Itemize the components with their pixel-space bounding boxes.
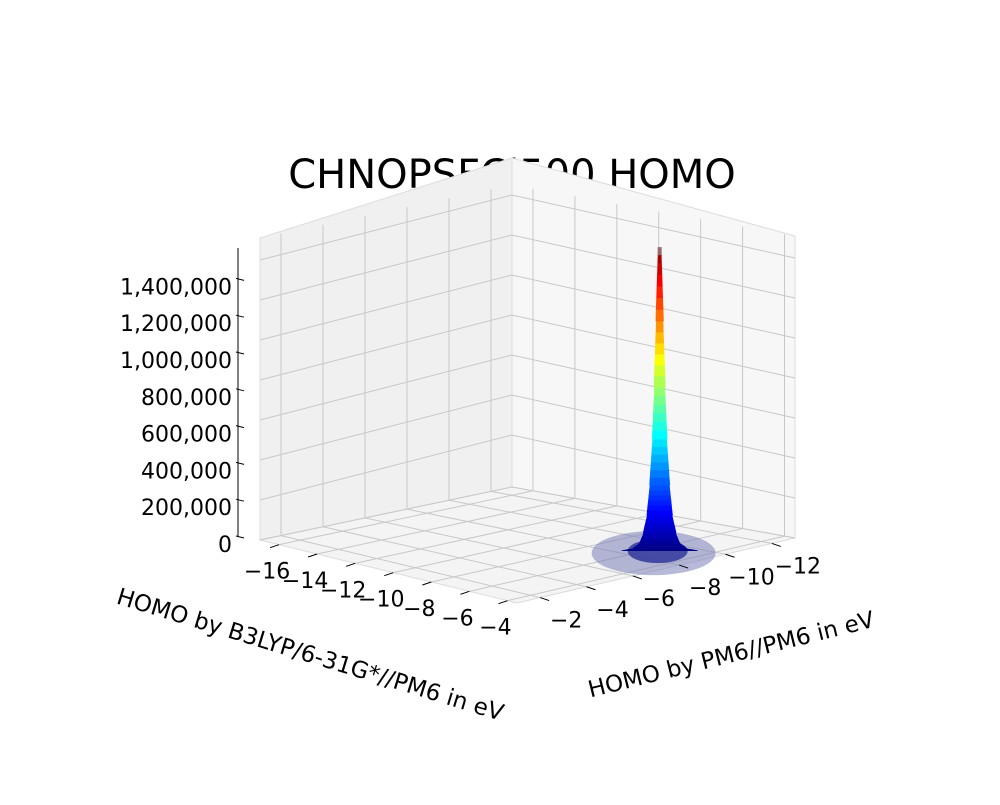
histogram-band: [654, 365, 665, 376]
histogram-band: [655, 354, 665, 365]
histogram-band: [646, 518, 673, 521]
histogram-band: [656, 321, 663, 332]
z-tick-label: 0: [218, 533, 232, 558]
histogram-band: [654, 396, 666, 405]
histogram-band: [656, 298, 663, 310]
histogram-band: [654, 376, 665, 387]
y-tick-label: −2: [550, 609, 582, 634]
left-wall-pane: [260, 158, 512, 540]
histogram-band: [653, 404, 666, 413]
x-tick-mark: [346, 563, 355, 566]
histogram-band: [656, 309, 664, 321]
z-tick-label: 1,000,000: [120, 349, 232, 374]
x-tick-mark: [308, 554, 317, 557]
histogram-band: [649, 490, 670, 495]
z-tick-label: 600,000: [141, 423, 232, 448]
y-tick-mark: [633, 576, 642, 579]
histogram-band: [647, 515, 673, 518]
z-tick-mark: [236, 315, 244, 317]
y-axis-label: HOMO by PM6//PM6 in eV: [586, 607, 878, 703]
x-tick-label: −4: [479, 616, 511, 641]
y-tick-mark: [726, 554, 735, 557]
histogram-band: [650, 485, 670, 490]
histogram-band: [645, 521, 674, 524]
z-tick-mark: [236, 536, 244, 538]
x-tick-mark: [498, 601, 507, 604]
histogram-band: [653, 422, 667, 431]
x-tick-mark: [460, 591, 469, 594]
histogram-band: [652, 447, 668, 455]
x-tick-mark: [384, 573, 393, 576]
x-tick-label: −10: [358, 588, 404, 613]
histogram-band: [650, 470, 669, 478]
y-tick-label: −6: [643, 587, 675, 612]
histogram-band: [654, 387, 665, 396]
histogram-band: [652, 430, 667, 439]
x-tick-label: −6: [441, 606, 473, 631]
histogram-band: [648, 500, 672, 505]
z-tick-mark: [236, 426, 244, 428]
z-axis: 0 200,000 400,000 600,000 800,000 1,000,000 1,…: [120, 248, 244, 558]
histogram-band: [647, 510, 673, 515]
y-tick-mark: [772, 543, 781, 546]
z-tick-label: 200,000: [141, 496, 232, 521]
histogram-band: [657, 263, 662, 275]
x-tick-mark: [422, 582, 431, 585]
z-tick-label: 400,000: [141, 459, 232, 484]
z-tick-mark: [236, 278, 244, 280]
axis-panes: [260, 158, 795, 603]
histogram-band: [644, 527, 676, 530]
y-tick-label: −8: [689, 576, 721, 601]
histogram-band: [650, 477, 670, 485]
x-tick-mark: [270, 545, 279, 548]
histogram-band: [653, 413, 666, 422]
histogram-band: [656, 332, 664, 343]
histogram-band: [651, 462, 669, 470]
z-tick-label: 1,200,000: [120, 312, 232, 337]
z-tick-mark: [236, 352, 244, 354]
z-tick-label: 1,400,000: [120, 275, 232, 300]
z-tick-mark: [236, 462, 244, 464]
histogram-band: [657, 286, 663, 298]
histogram-band: [645, 524, 675, 527]
histogram-band: [647, 505, 672, 510]
histogram-band: [651, 454, 668, 462]
histogram-band: [655, 343, 664, 354]
z-tick-label: 800,000: [141, 386, 232, 411]
y-tick-mark: [540, 598, 549, 601]
y-tick-label: −4: [596, 598, 628, 623]
z-tick-mark: [236, 499, 244, 501]
histogram-band: [652, 439, 667, 447]
z-tick-mark: [236, 389, 244, 391]
histogram-band: [657, 274, 662, 286]
y-tick-label: −12: [775, 554, 821, 579]
y-tick-mark: [587, 587, 596, 590]
x-tick-label: −8: [403, 597, 435, 622]
y-tick-label: −10: [728, 565, 774, 590]
histogram-band: [643, 530, 676, 533]
histogram-peak-cap: [658, 247, 662, 255]
histogram-band: [649, 495, 671, 500]
